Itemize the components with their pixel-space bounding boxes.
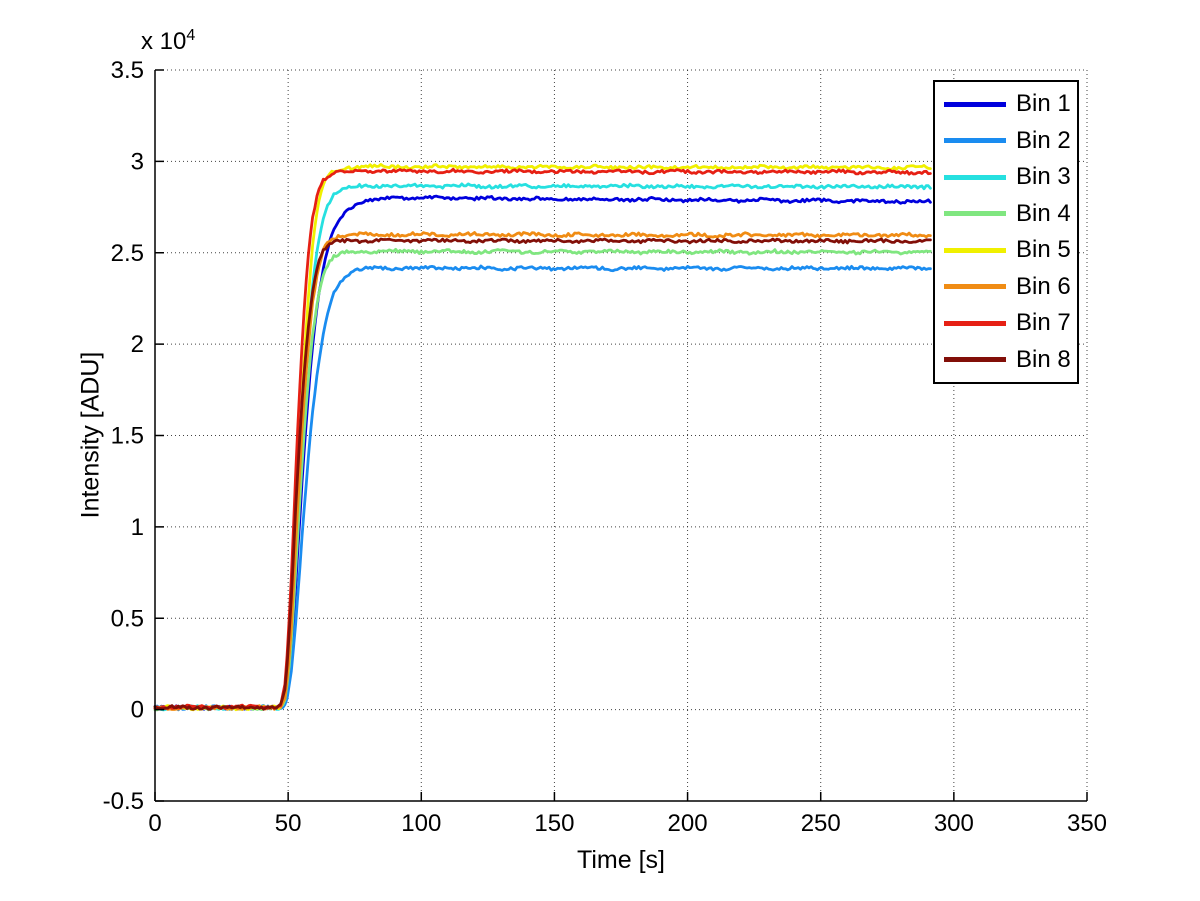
- legend-line-swatch: [944, 174, 1006, 180]
- series-line-bin-8: [153, 237, 932, 711]
- y-tick-label: 1: [131, 514, 144, 541]
- legend-entry-bin-2: Bin 2: [944, 126, 1077, 154]
- legend-label: Bin 2: [1016, 126, 1071, 154]
- legend: Bin 1 Bin 2 Bin 3 Bin 4 Bin 5 Bin 6 Bin 7 Bin 8: [933, 80, 1079, 384]
- series-line-bin-4: [153, 247, 932, 712]
- y-axis-multiplier: x 104: [141, 27, 195, 56]
- legend-entry-bin-4: Bin 4: [944, 199, 1077, 227]
- legend-line-swatch: [944, 101, 1006, 107]
- x-tick-label: 150: [534, 810, 574, 837]
- series-line-bin-7: [153, 167, 932, 710]
- x-tick-label: 250: [801, 810, 841, 837]
- legend-line-swatch: [944, 357, 1006, 363]
- legend-label: Bin 3: [1016, 163, 1071, 191]
- series-line-bin-3: [153, 182, 932, 712]
- legend-label: Bin 6: [1016, 272, 1071, 300]
- x-tick-label: 0: [148, 810, 161, 837]
- y-tick-label: 1.5: [111, 423, 144, 450]
- y-tick-label: 0.5: [111, 605, 144, 632]
- series-line-bin-2: [153, 264, 932, 712]
- x-axis-label: Time [s]: [577, 846, 665, 874]
- x-tick-label: 350: [1067, 810, 1107, 837]
- x-tick-label: 200: [668, 810, 708, 837]
- y-axis-label: Intensity [ADU]: [76, 351, 105, 519]
- series-line-bin-5: [153, 162, 932, 712]
- legend-label: Bin 4: [1016, 199, 1071, 227]
- legend-line-swatch: [944, 247, 1006, 253]
- y-axis-multiplier-exponent: 4: [186, 27, 196, 44]
- y-tick-label: 3.5: [111, 57, 144, 84]
- x-tick-label: 300: [934, 810, 974, 837]
- legend-entry-bin-6: Bin 6: [944, 272, 1077, 300]
- legend-line-swatch: [944, 138, 1006, 144]
- legend-line-swatch: [944, 284, 1006, 290]
- y-tick-label: 0: [131, 697, 144, 724]
- y-tick-label: 2.5: [111, 240, 144, 267]
- legend-label: Bin 5: [1016, 236, 1071, 264]
- x-tick-label: 50: [275, 810, 302, 837]
- legend-line-swatch: [944, 211, 1006, 217]
- legend-label: Bin 7: [1016, 309, 1071, 337]
- series-line-bin-6: [153, 231, 932, 711]
- legend-entry-bin-7: Bin 7: [944, 311, 1077, 335]
- legend-label: Bin 8: [1016, 345, 1071, 373]
- legend-entry-bin-3: Bin 3: [944, 165, 1077, 189]
- y-tick-label: 2: [131, 331, 144, 358]
- legend-entry-bin-5: Bin 5: [944, 238, 1077, 262]
- legend-label: Bin 1: [1016, 90, 1071, 118]
- y-tick-label: 3: [131, 148, 144, 175]
- legend-entry-bin-1: Bin 1: [944, 92, 1077, 116]
- series-line-bin-1: [153, 194, 932, 711]
- y-axis-multiplier-base: x 10: [141, 28, 187, 55]
- legend-entry-bin-8: Bin 8: [944, 345, 1077, 373]
- legend-line-swatch: [944, 320, 1006, 326]
- x-tick-label: 100: [401, 810, 441, 837]
- y-tick-label: -0.5: [103, 788, 144, 815]
